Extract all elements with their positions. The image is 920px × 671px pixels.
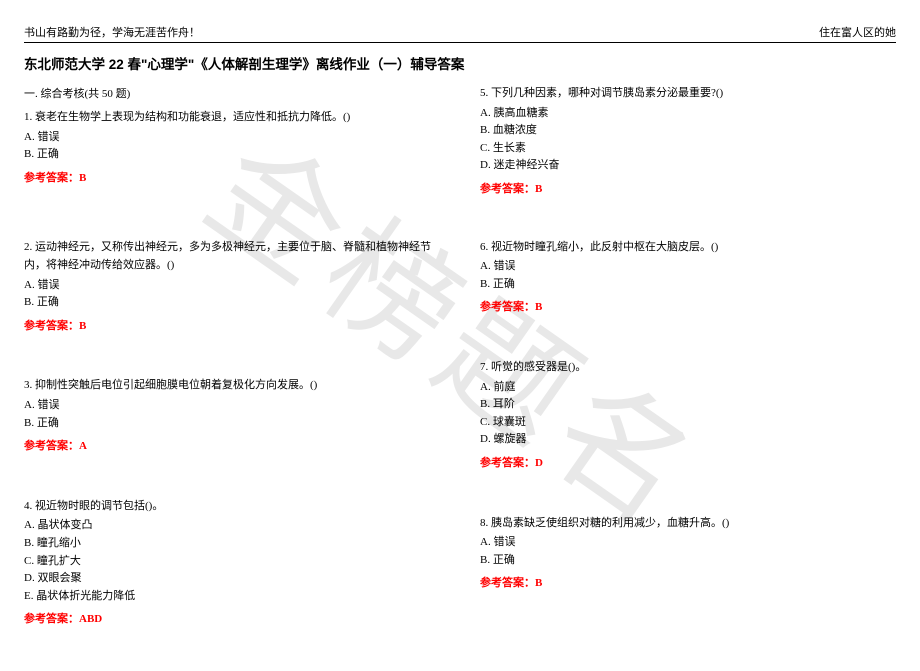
option: A. 前庭	[480, 379, 896, 397]
option: B. 正确	[24, 294, 440, 312]
answer-line: 参考答案：B	[480, 575, 896, 593]
option: C. 生长素	[480, 140, 896, 158]
answer-label: 参考答案：	[480, 457, 535, 469]
answer-label: 参考答案：	[480, 301, 535, 313]
answer-label: 参考答案：	[24, 613, 79, 625]
answer-value: B	[535, 577, 542, 589]
question-text: 8. 胰岛素缺乏使组织对糖的利用减少，血糖升高。()	[480, 515, 896, 533]
option: C. 球囊斑	[480, 414, 896, 432]
answer-label: 参考答案：	[480, 577, 535, 589]
left-column: 一. 综合考核(共 50 题) 1. 衰老在生物学上表现为结构和功能衰退，适应性…	[24, 85, 460, 671]
doc-title: 东北师范大学 22 春"心理学"《人体解剖生理学》离线作业（一）辅导答案	[24, 53, 896, 73]
answer-label: 参考答案：	[24, 172, 79, 184]
option: D. 迷走神经兴奋	[480, 157, 896, 175]
question-text: 7. 听觉的感受器是()。	[480, 359, 896, 377]
answer-line: 参考答案：A	[24, 438, 440, 456]
option: B. 血糖浓度	[480, 122, 896, 140]
question-block: 5. 下列几种因素，哪种对调节胰岛素分泌最重要?() A. 胰高血糖素 B. 血…	[480, 85, 896, 199]
answer-value: B	[79, 172, 86, 184]
option: D. 双眼会聚	[24, 570, 440, 588]
question-text: 2. 运动神经元，又称传出神经元，多为多极神经元，主要位于脑、脊髓和植物神经节内…	[24, 239, 440, 274]
right-column: 5. 下列几种因素，哪种对调节胰岛素分泌最重要?() A. 胰高血糖素 B. 血…	[460, 85, 896, 671]
option: A. 错误	[480, 258, 896, 276]
question-block: 1. 衰老在生物学上表现为结构和功能衰退，适应性和抵抗力降低。() A. 错误 …	[24, 109, 440, 187]
option: E. 晶状体折光能力降低	[24, 588, 440, 606]
question-block: 2. 运动神经元，又称传出神经元，多为多极神经元，主要位于脑、脊髓和植物神经节内…	[24, 239, 440, 335]
answer-value: B	[535, 301, 542, 313]
answer-value: B	[79, 320, 86, 332]
page-header: 书山有路勤为径，学海无涯苦作舟！ 住在富人区的她	[24, 24, 896, 43]
question-block: 8. 胰岛素缺乏使组织对糖的利用减少，血糖升高。() A. 错误 B. 正确 参…	[480, 515, 896, 593]
option: A. 错误	[24, 277, 440, 295]
question-block: 3. 抑制性突触后电位引起细胞膜电位朝着复极化方向发展。() A. 错误 B. …	[24, 377, 440, 455]
option: A. 晶状体变凸	[24, 517, 440, 535]
option: B. 正确	[480, 276, 896, 294]
content-columns: 一. 综合考核(共 50 题) 1. 衰老在生物学上表现为结构和功能衰退，适应性…	[24, 85, 896, 671]
page-content: 书山有路勤为径，学海无涯苦作舟！ 住在富人区的她 东北师范大学 22 春"心理学…	[0, 0, 920, 671]
answer-line: 参考答案：ABD	[24, 611, 440, 629]
question-text: 3. 抑制性突触后电位引起细胞膜电位朝着复极化方向发展。()	[24, 377, 440, 395]
option: B. 正确	[480, 552, 896, 570]
answer-line: 参考答案：B	[480, 181, 896, 199]
question-text: 5. 下列几种因素，哪种对调节胰岛素分泌最重要?()	[480, 85, 896, 103]
answer-label: 参考答案：	[24, 320, 79, 332]
option: D. 螺旋器	[480, 431, 896, 449]
answer-label: 参考答案：	[24, 440, 79, 452]
question-text: 6. 视近物时瞳孔缩小，此反射中枢在大脑皮层。()	[480, 239, 896, 257]
section-heading: 一. 综合考核(共 50 题)	[24, 85, 440, 101]
answer-value: B	[535, 183, 542, 195]
answer-line: 参考答案：B	[480, 299, 896, 317]
question-block: 7. 听觉的感受器是()。 A. 前庭 B. 耳阶 C. 球囊斑 D. 螺旋器 …	[480, 359, 896, 473]
answer-value: D	[535, 457, 543, 469]
answer-label: 参考答案：	[480, 183, 535, 195]
option: A. 错误	[480, 534, 896, 552]
question-block: 4. 视近物时眼的调节包括()。 A. 晶状体变凸 B. 瞳孔缩小 C. 瞳孔扩…	[24, 498, 440, 629]
option: B. 正确	[24, 415, 440, 433]
header-right: 住在富人区的她	[819, 24, 896, 40]
option: A. 胰高血糖素	[480, 105, 896, 123]
option: A. 错误	[24, 397, 440, 415]
answer-line: 参考答案：D	[480, 455, 896, 473]
answer-value: ABD	[79, 613, 102, 625]
answer-line: 参考答案：B	[24, 318, 440, 336]
option: B. 瞳孔缩小	[24, 535, 440, 553]
option: A. 错误	[24, 129, 440, 147]
question-text: 1. 衰老在生物学上表现为结构和功能衰退，适应性和抵抗力降低。()	[24, 109, 440, 127]
question-block: 6. 视近物时瞳孔缩小，此反射中枢在大脑皮层。() A. 错误 B. 正确 参考…	[480, 239, 896, 317]
question-text: 4. 视近物时眼的调节包括()。	[24, 498, 440, 516]
option: C. 瞳孔扩大	[24, 553, 440, 571]
answer-value: A	[79, 440, 87, 452]
header-left: 书山有路勤为径，学海无涯苦作舟！	[24, 24, 200, 40]
option: B. 耳阶	[480, 396, 896, 414]
answer-line: 参考答案：B	[24, 170, 440, 188]
option: B. 正确	[24, 146, 440, 164]
